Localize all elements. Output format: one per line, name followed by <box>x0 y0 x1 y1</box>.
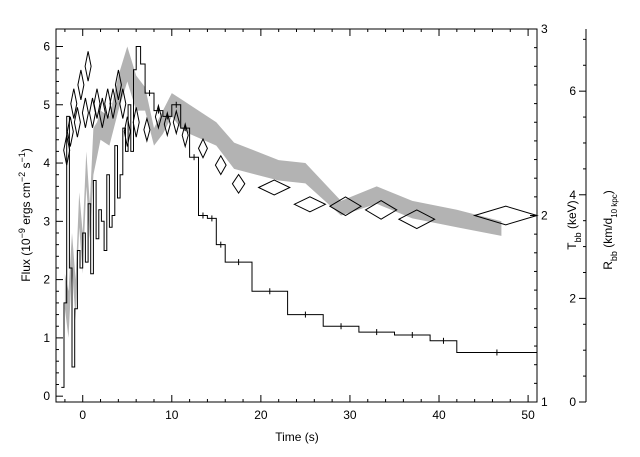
temperature-diamond <box>132 107 140 138</box>
temperature-diamond <box>181 122 189 149</box>
temperature-diamond-layer <box>63 51 539 230</box>
rbb-tick-label: 6 <box>569 84 576 98</box>
flux-tick-label: 0 <box>43 389 50 403</box>
tbb-axis: 1 2 3 <box>530 22 548 409</box>
temperature-diamond <box>93 88 101 119</box>
temperature-diamond <box>114 69 122 100</box>
tbb-tick-label: 1 <box>541 395 548 409</box>
flux-tick-label: 4 <box>43 156 50 170</box>
x-tick-label: 50 <box>521 408 535 422</box>
temperature-diamond <box>104 88 112 119</box>
tbb-tick-label: 2 <box>541 209 548 223</box>
temperature-diamond <box>66 116 74 147</box>
x-tick-label: 10 <box>165 408 179 422</box>
x-tick-label: 40 <box>432 408 446 422</box>
temperature-diamond <box>364 200 398 220</box>
flux-histogram-layer <box>61 46 537 388</box>
flux-axis-label: Flux (10−9 ergs cm−2 s−1) <box>17 148 33 282</box>
temperature-diamond <box>143 116 151 143</box>
temperature-diamond <box>154 103 162 130</box>
temperature-diamond <box>214 154 227 176</box>
temperature-diamond <box>77 69 85 100</box>
temperature-diamond <box>231 173 246 195</box>
flux-tick-label: 3 <box>43 214 50 228</box>
tbb-axis-label: Tbb (keV) <box>565 200 583 249</box>
temperature-diamond <box>81 97 89 128</box>
flux-tick-label: 2 <box>43 273 50 287</box>
left-y-axis: 0 1 2 3 4 5 6 <box>43 39 63 403</box>
radius-band-layer <box>64 46 502 338</box>
temperature-diamond <box>397 209 436 230</box>
rbb-axis-label: Rbb (km/d10 kpc) <box>601 190 619 270</box>
x-tick-label: 0 <box>79 408 86 422</box>
radius-band <box>64 46 502 338</box>
flux-histogram-line <box>61 46 537 388</box>
flux-tick-label: 1 <box>43 331 50 345</box>
temperature-diamond <box>163 110 171 138</box>
temperature-diamond <box>172 109 180 136</box>
temperature-diamond <box>123 116 131 147</box>
x-axis-label: Time (s) <box>275 430 319 444</box>
temperature-diamond <box>328 196 363 217</box>
x-tick-label: 30 <box>343 408 357 422</box>
plot-area: 0 1 2 3 4 5 6 0 10 20 30 40 50 1 2 3 0 2 4 6 <box>43 22 586 422</box>
temperature-diamond <box>293 196 327 213</box>
flux-tick-label: 6 <box>43 39 50 53</box>
temperature-diamond <box>98 97 106 128</box>
temperature-diamond <box>63 135 71 166</box>
tbb-tick-label: 3 <box>541 22 548 36</box>
temperature-diamond <box>84 51 92 82</box>
temperature-diamond <box>70 88 78 119</box>
bottom-x-axis: 0 10 20 30 40 50 <box>64 29 535 422</box>
rbb-tick-label: 2 <box>569 291 576 305</box>
temperature-diamond <box>73 107 81 138</box>
temperature-diamond <box>257 179 291 196</box>
rbb-tick-label: 0 <box>569 395 576 409</box>
temperature-diamond <box>197 137 208 159</box>
x-tick-label: 20 <box>254 408 268 422</box>
temperature-diamond <box>109 88 117 119</box>
flux-tick-label: 5 <box>43 98 50 112</box>
rbb-tick-label: 4 <box>569 188 576 202</box>
temperature-diamond <box>119 88 127 119</box>
